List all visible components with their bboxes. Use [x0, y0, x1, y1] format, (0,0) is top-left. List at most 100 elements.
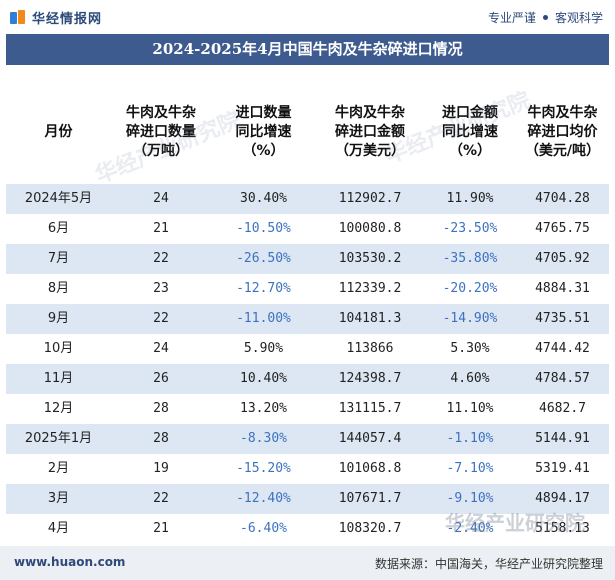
cell-amount: 144057.4	[338, 431, 402, 446]
cell-quantity-yoy: -8.30%	[240, 431, 287, 446]
cell-amount-yoy: -9.10%	[446, 491, 494, 506]
cell-quantity: 21	[153, 221, 169, 236]
cell-price: 4704.28	[535, 191, 590, 206]
cell-amount-yoy: 4.60%	[450, 371, 490, 386]
cell-amount-yoy: -23.50%	[442, 221, 498, 236]
cell-amount-yoy: 11.10%	[446, 401, 494, 416]
cell-amount: 124398.7	[338, 371, 402, 386]
cell-price: 4682.7	[539, 401, 586, 416]
cell-amount-yoy: -35.80%	[442, 251, 498, 266]
table-row: 2024年5月 24 30.40% 112902.7 11.90% 4704.28	[6, 184, 609, 214]
table-row: 4月 21 -6.40% 108320.7 -2.40% 5158.13	[6, 514, 609, 544]
table-row: 2025年1月 28 -8.30% 144057.4 -1.10% 5144.91	[6, 424, 609, 454]
cell-amount: 101068.8	[338, 461, 402, 476]
table-row: 3月 22 -12.40% 107671.7 -9.10% 4894.17	[6, 484, 609, 514]
cell-month: 6月	[47, 221, 70, 236]
cell-amount-yoy: -20.20%	[442, 281, 498, 296]
cell-quantity-yoy: -12.70%	[236, 281, 291, 296]
cell-quantity: 28	[153, 431, 169, 446]
table-row: 9月 22 -11.00% 104181.3 -14.90% 4735.51	[6, 304, 609, 334]
cell-price: 4884.31	[535, 281, 590, 296]
cell-month: 4月	[47, 521, 70, 536]
footer: www.huaon.com 数据来源：中国海关，华经产业研究院整理	[0, 546, 615, 580]
header-month: 月份	[44, 123, 73, 140]
cell-quantity: 22	[153, 491, 169, 506]
cell-amount: 112339.2	[338, 281, 402, 296]
cell-price: 5158.13	[535, 521, 590, 536]
cell-amount: 108320.7	[338, 521, 402, 536]
cell-amount-yoy: -1.10%	[446, 431, 494, 446]
cell-quantity-yoy: 13.20%	[240, 401, 287, 416]
cell-month: 8月	[47, 281, 70, 296]
footer-url-link[interactable]: www.huaon.com	[14, 555, 126, 569]
cell-quantity: 26	[153, 371, 169, 386]
table-row: 11月 26 10.40% 124398.7 4.60% 4784.57	[6, 364, 609, 394]
cell-price: 4765.75	[535, 221, 590, 236]
footer-source: 数据来源：中国海关，华经产业研究院整理	[374, 557, 603, 571]
logo-icon	[10, 9, 26, 26]
cell-quantity: 22	[153, 251, 169, 266]
cell-quantity-yoy: -15.20%	[236, 461, 291, 476]
header-quantity-yoy: 进口数量 同比增速 （%）	[235, 104, 292, 159]
cell-quantity: 24	[153, 341, 169, 356]
cell-price: 4744.42	[535, 341, 590, 356]
cell-amount: 107671.7	[338, 491, 402, 506]
table-row: 2月 19 -15.20% 101068.8 -7.10% 5319.41	[6, 454, 609, 484]
slogan-left: 专业严谨	[487, 11, 536, 25]
cell-month: 2月	[47, 461, 70, 476]
cell-quantity: 22	[153, 311, 169, 326]
cell-quantity: 23	[153, 281, 169, 296]
cell-price: 4705.92	[535, 251, 590, 266]
cell-month: 2025年1月	[24, 431, 93, 446]
cell-amount-yoy: -2.40%	[446, 521, 494, 536]
cell-quantity: 21	[153, 521, 169, 536]
header-import-quantity: 牛肉及牛杂 碎进口数量 （万吨）	[126, 104, 196, 159]
cell-quantity-yoy: 30.40%	[240, 191, 287, 206]
top-bar: 华经情报网 专业严谨 客观科学	[0, 0, 615, 34]
header-amount-yoy: 进口金额 同比增速 （%）	[442, 104, 498, 159]
cell-amount-yoy: 11.90%	[446, 191, 494, 206]
brand-logo[interactable]: 华经情报网	[10, 8, 102, 27]
cell-amount: 104181.3	[338, 311, 402, 326]
cell-price: 4735.51	[535, 311, 590, 326]
cell-quantity-yoy: -26.50%	[236, 251, 291, 266]
slogan-right: 客观科学	[554, 11, 603, 25]
cell-quantity-yoy: 5.90%	[243, 341, 284, 356]
title-bar: 2024-2025年4月中国牛肉及牛杂碎进口情况	[6, 34, 609, 65]
cell-amount: 112902.7	[338, 191, 402, 206]
cell-price: 4784.57	[535, 371, 590, 386]
header-average-price: 牛肉及牛杂 碎进口均价 （美元/吨）	[524, 104, 601, 159]
table-row: 8月 23 -12.70% 112339.2 -20.20% 4884.31	[6, 274, 609, 304]
cell-quantity: 24	[153, 191, 169, 206]
cell-amount-yoy: -7.10%	[446, 461, 494, 476]
cell-price: 5144.91	[535, 431, 590, 446]
watermark-corner: 华经产业研究院	[445, 511, 585, 535]
cell-quantity-yoy: -11.00%	[236, 311, 291, 326]
table-row: 10月 24 5.90% 113866 5.30% 4744.42	[6, 334, 609, 364]
brand-name: 华经情报网	[32, 12, 103, 27]
cell-month: 3月	[47, 491, 70, 506]
cell-month: 12月	[43, 401, 74, 416]
cell-price: 5319.41	[535, 461, 590, 476]
table-row: 12月 28 13.20% 131115.7 11.10% 4682.7	[6, 394, 609, 424]
cell-month: 7月	[47, 251, 70, 266]
cell-month: 10月	[43, 341, 74, 356]
table-row: 7月 22 -26.50% 103530.2 -35.80% 4705.92	[6, 244, 609, 274]
cell-quantity-yoy: -6.40%	[240, 521, 287, 536]
cell-quantity: 28	[153, 401, 169, 416]
cell-quantity: 19	[153, 461, 169, 476]
header-import-amount: 牛肉及牛杂 碎进口金额 （万美元）	[335, 104, 405, 159]
cell-price: 4894.17	[535, 491, 590, 506]
cell-amount: 103530.2	[338, 251, 402, 266]
cell-month: 9月	[47, 311, 70, 326]
cell-amount: 100080.8	[338, 221, 402, 236]
cell-quantity-yoy: -10.50%	[236, 221, 291, 236]
cell-month: 11月	[43, 371, 74, 386]
slogan: 专业严谨 客观科学	[488, 9, 603, 26]
cell-amount: 131115.7	[338, 401, 402, 416]
table-header: 月份 牛肉及牛杂 碎进口数量 （万吨） 进口数量 同比增速 （%） 牛肉及牛杂 碎进口金额…	[6, 82, 609, 182]
cell-quantity-yoy: -12.40%	[236, 491, 291, 506]
page-title: 2024-2025年4月中国牛肉及牛杂碎进口情况	[152, 40, 463, 58]
table-row: 6月 21 -10.50% 100080.8 -23.50% 4765.75	[6, 214, 609, 244]
cell-month: 2024年5月	[24, 191, 93, 206]
